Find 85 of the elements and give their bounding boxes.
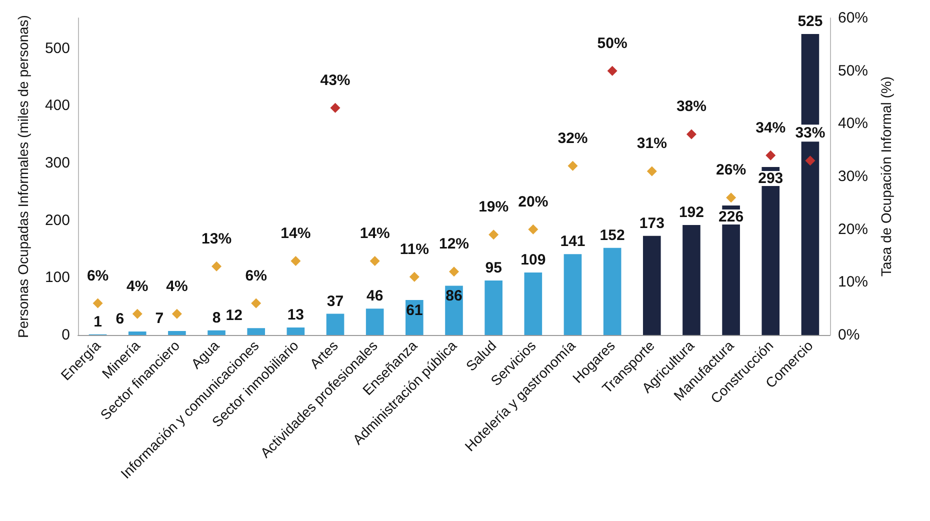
- data-label: 141: [560, 233, 586, 250]
- data-label: 152: [600, 226, 625, 244]
- point: [488, 230, 499, 240]
- bar: [524, 272, 542, 335]
- point: [290, 256, 301, 266]
- point: [607, 66, 618, 76]
- point: [568, 160, 578, 171]
- point: [528, 224, 538, 234]
- data-label: 46: [366, 288, 384, 305]
- data-label: 7: [155, 310, 164, 327]
- bar: [366, 308, 384, 335]
- bar: [682, 224, 700, 335]
- y-tick-label: 100: [44, 269, 70, 286]
- bar: [128, 332, 146, 335]
- y-tick-label: 500: [44, 40, 70, 57]
- point: [370, 256, 380, 266]
- point: [92, 298, 103, 308]
- y2-tick-label: 50%: [838, 62, 868, 80]
- y-tick-label: 300: [44, 154, 70, 172]
- bar: [168, 330, 186, 335]
- data-label: 6%: [245, 267, 267, 284]
- bar: [247, 328, 266, 335]
- bar: [642, 236, 661, 335]
- data-label: 13%: [202, 230, 232, 248]
- data-label: 6: [116, 310, 124, 328]
- data-label: 86: [446, 288, 462, 305]
- point: [646, 166, 657, 176]
- data-label: 6%: [86, 267, 109, 284]
- data-label: 1: [94, 313, 102, 330]
- data-label: 109: [520, 252, 546, 269]
- data-label: 43%: [320, 72, 350, 89]
- point: [132, 308, 142, 319]
- y-axis-title: Personas Ocupadas Informales (miles de personas): [15, 15, 31, 338]
- data-label: 32%: [558, 130, 588, 147]
- data-label: 293: [758, 170, 784, 188]
- y2-tick-label: 0%: [838, 326, 860, 344]
- y2-tick-label: 40%: [838, 115, 868, 132]
- data-label: 8: [212, 309, 221, 326]
- y2-tick-label: 60%: [838, 10, 868, 26]
- data-label: 173: [639, 214, 664, 232]
- data-label: 4%: [126, 278, 148, 295]
- data-label: 11%: [400, 240, 430, 258]
- point: [251, 298, 262, 308]
- data-label: 50%: [597, 34, 628, 52]
- bar: [484, 280, 502, 335]
- point: [686, 129, 696, 140]
- data-label: 38%: [676, 98, 706, 116]
- data-label: 61: [406, 302, 423, 320]
- data-label: 95: [485, 260, 502, 277]
- y-tick-label: 400: [44, 97, 70, 114]
- point: [766, 150, 776, 160]
- data-label: 33%: [795, 124, 826, 142]
- data-label: 14%: [360, 225, 390, 242]
- bar: [286, 328, 305, 335]
- data-label: 12%: [438, 236, 470, 253]
- data-label: 525: [798, 13, 823, 30]
- data-label: 226: [718, 208, 744, 226]
- point: [212, 261, 222, 272]
- bar: [208, 330, 226, 335]
- data-label: 20%: [518, 193, 548, 210]
- point: [726, 192, 736, 203]
- y2-tick-label: 30%: [838, 168, 868, 185]
- y-tick-label: 200: [44, 212, 70, 229]
- data-label: 31%: [636, 135, 667, 152]
- bar: [603, 248, 622, 335]
- point: [330, 102, 340, 113]
- data-label: 34%: [756, 119, 786, 136]
- data-label: 192: [678, 204, 704, 221]
- y-tick-label: 0: [62, 326, 70, 344]
- y2-tick-label: 10%: [838, 274, 868, 291]
- data-label: 12: [226, 307, 242, 324]
- point: [172, 308, 182, 319]
- y2-axis-title: Tasa de Ocupación Informal (%): [878, 76, 894, 276]
- y2-tick-label: 20%: [838, 220, 868, 238]
- point: [449, 266, 459, 277]
- bar: [564, 254, 582, 335]
- point: [805, 156, 816, 166]
- bar: [326, 314, 344, 335]
- data-label: 14%: [280, 225, 311, 242]
- data-label: 4%: [166, 278, 188, 295]
- data-label: 19%: [478, 198, 509, 216]
- data-label: 37: [326, 292, 344, 310]
- data-label: 26%: [716, 162, 746, 179]
- point: [409, 272, 420, 282]
- data-label: 13: [287, 306, 304, 324]
